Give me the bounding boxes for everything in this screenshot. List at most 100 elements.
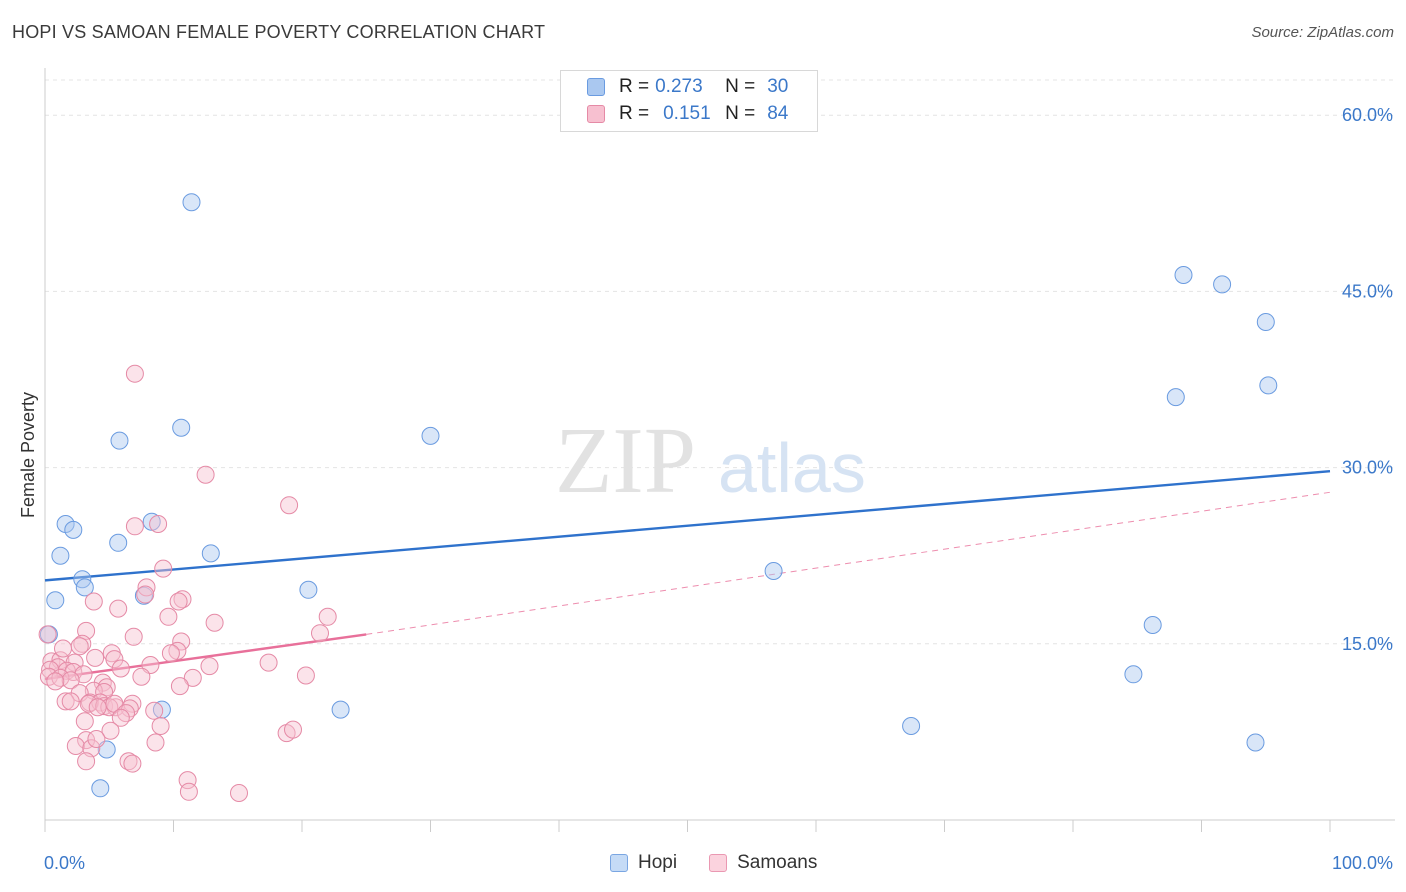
axis-labels: 15.0% 30.0% 45.0% 60.0% 0.0% 100.0% Female Pov… bbox=[18, 105, 1393, 873]
hopi-point bbox=[201, 544, 220, 563]
samoans-point bbox=[123, 754, 142, 773]
chart-title: HOPI VS SAMOAN FEMALE POVERTY CORRELATIO… bbox=[12, 22, 546, 42]
samoans-point bbox=[101, 721, 120, 740]
samoans-point bbox=[46, 672, 65, 691]
hopi-point bbox=[75, 578, 94, 597]
hopi-point bbox=[1256, 313, 1275, 331]
samoans-point bbox=[66, 737, 85, 755]
hopi-point bbox=[299, 580, 318, 599]
samoans-point bbox=[172, 632, 191, 651]
hopi-point bbox=[902, 717, 921, 735]
samoans-point bbox=[111, 708, 130, 727]
samoans-point bbox=[145, 701, 164, 720]
samoans-point bbox=[123, 694, 142, 713]
samoans-point bbox=[169, 592, 188, 611]
y-tick-label: 45.0% bbox=[1342, 281, 1393, 301]
watermark: ZIP atlas bbox=[555, 409, 866, 513]
watermark-atlas: atlas bbox=[718, 429, 866, 507]
n-value: 84 bbox=[767, 103, 789, 124]
n-value: 30 bbox=[767, 76, 789, 97]
samoans-point bbox=[125, 364, 144, 383]
samoans-point bbox=[61, 671, 80, 690]
r-value: 0.273 bbox=[655, 76, 703, 97]
legend-label: Hopi bbox=[638, 852, 678, 873]
samoans-point bbox=[124, 627, 143, 646]
samoans-point bbox=[38, 625, 57, 644]
samoans-point bbox=[70, 637, 89, 656]
samoans-point bbox=[146, 733, 165, 752]
samoans-point bbox=[61, 692, 80, 711]
series-legend: Hopi Samoans bbox=[610, 852, 849, 874]
samoans-point bbox=[86, 648, 105, 667]
hopi-point bbox=[64, 520, 83, 539]
samoans-point bbox=[109, 599, 128, 618]
hopi-point bbox=[172, 418, 191, 437]
hopi-point bbox=[1246, 733, 1265, 752]
samoans-point bbox=[105, 650, 124, 669]
hopi-trendline bbox=[44, 469, 1331, 582]
samoans-point bbox=[75, 712, 94, 731]
axes bbox=[44, 68, 1395, 832]
r-label: R = bbox=[619, 103, 650, 124]
hopi-swatch bbox=[610, 854, 628, 872]
legend-label: Samoans bbox=[737, 852, 818, 873]
samoans-point bbox=[56, 692, 75, 711]
correlation-legend: R = 0.273 N = 30 R = 0.151 N = 84 bbox=[560, 70, 818, 132]
y-tick-label: 60.0% bbox=[1342, 105, 1393, 125]
samoans-point bbox=[73, 634, 92, 653]
samoans-point bbox=[178, 771, 197, 790]
hopi-point bbox=[51, 546, 70, 565]
samoans-swatch bbox=[709, 854, 728, 872]
samoans-point bbox=[296, 666, 315, 685]
hopi-point bbox=[1166, 388, 1185, 407]
samoans-point bbox=[111, 659, 130, 678]
samoans-point bbox=[159, 607, 178, 626]
samoans-point bbox=[284, 720, 302, 739]
samoans-point bbox=[170, 677, 189, 696]
hopi-point bbox=[1213, 275, 1232, 294]
hopi-point bbox=[331, 700, 350, 719]
samoans-point bbox=[87, 730, 106, 748]
hopi-point bbox=[152, 700, 171, 719]
hopi-swatch bbox=[587, 78, 605, 96]
hopi-point bbox=[110, 431, 129, 450]
samoans-point bbox=[161, 644, 180, 663]
hopi-point bbox=[1259, 376, 1278, 395]
samoans-point bbox=[125, 517, 144, 536]
y-tick-label: 30.0% bbox=[1342, 458, 1393, 478]
samoans-trendline bbox=[366, 491, 1331, 635]
samoans-point bbox=[259, 653, 278, 672]
legend-row-hopi: R = 0.273 N = 30 bbox=[587, 76, 788, 98]
samoans-point bbox=[205, 613, 224, 632]
y-tick-label: 15.0% bbox=[1342, 634, 1393, 654]
legend-item-samoans[interactable]: Samoans bbox=[709, 852, 817, 874]
samoans-trendline bbox=[44, 633, 367, 681]
trendlines bbox=[44, 469, 1331, 681]
hopi-point bbox=[182, 193, 201, 212]
samoans-point bbox=[39, 667, 58, 686]
hopi-point bbox=[1174, 266, 1193, 284]
samoans-point bbox=[79, 694, 98, 713]
source-label: Source: ZipAtlas.com bbox=[1251, 24, 1394, 41]
samoans-point bbox=[179, 782, 198, 801]
r-label: R = bbox=[619, 76, 650, 97]
samoans-point bbox=[151, 717, 170, 735]
legend-item-hopi[interactable]: Hopi bbox=[610, 852, 677, 874]
hopi-point bbox=[421, 426, 440, 445]
n-label: N = bbox=[725, 76, 756, 97]
hopi-point bbox=[109, 533, 128, 552]
samoans-point bbox=[132, 667, 151, 686]
samoans-point bbox=[318, 607, 337, 626]
samoans-point bbox=[196, 465, 215, 484]
r-value: 0.151 bbox=[663, 103, 711, 124]
gridlines bbox=[45, 79, 1395, 645]
hopi-point bbox=[764, 562, 783, 580]
watermark-zip: ZIP bbox=[555, 409, 696, 513]
samoans-point bbox=[280, 496, 299, 515]
samoans-point bbox=[230, 784, 248, 802]
hopi-point bbox=[91, 779, 110, 798]
y-axis-label: Female Poverty bbox=[18, 392, 38, 518]
samoans-point bbox=[136, 585, 155, 604]
x-tick-label: 0.0% bbox=[44, 853, 85, 873]
